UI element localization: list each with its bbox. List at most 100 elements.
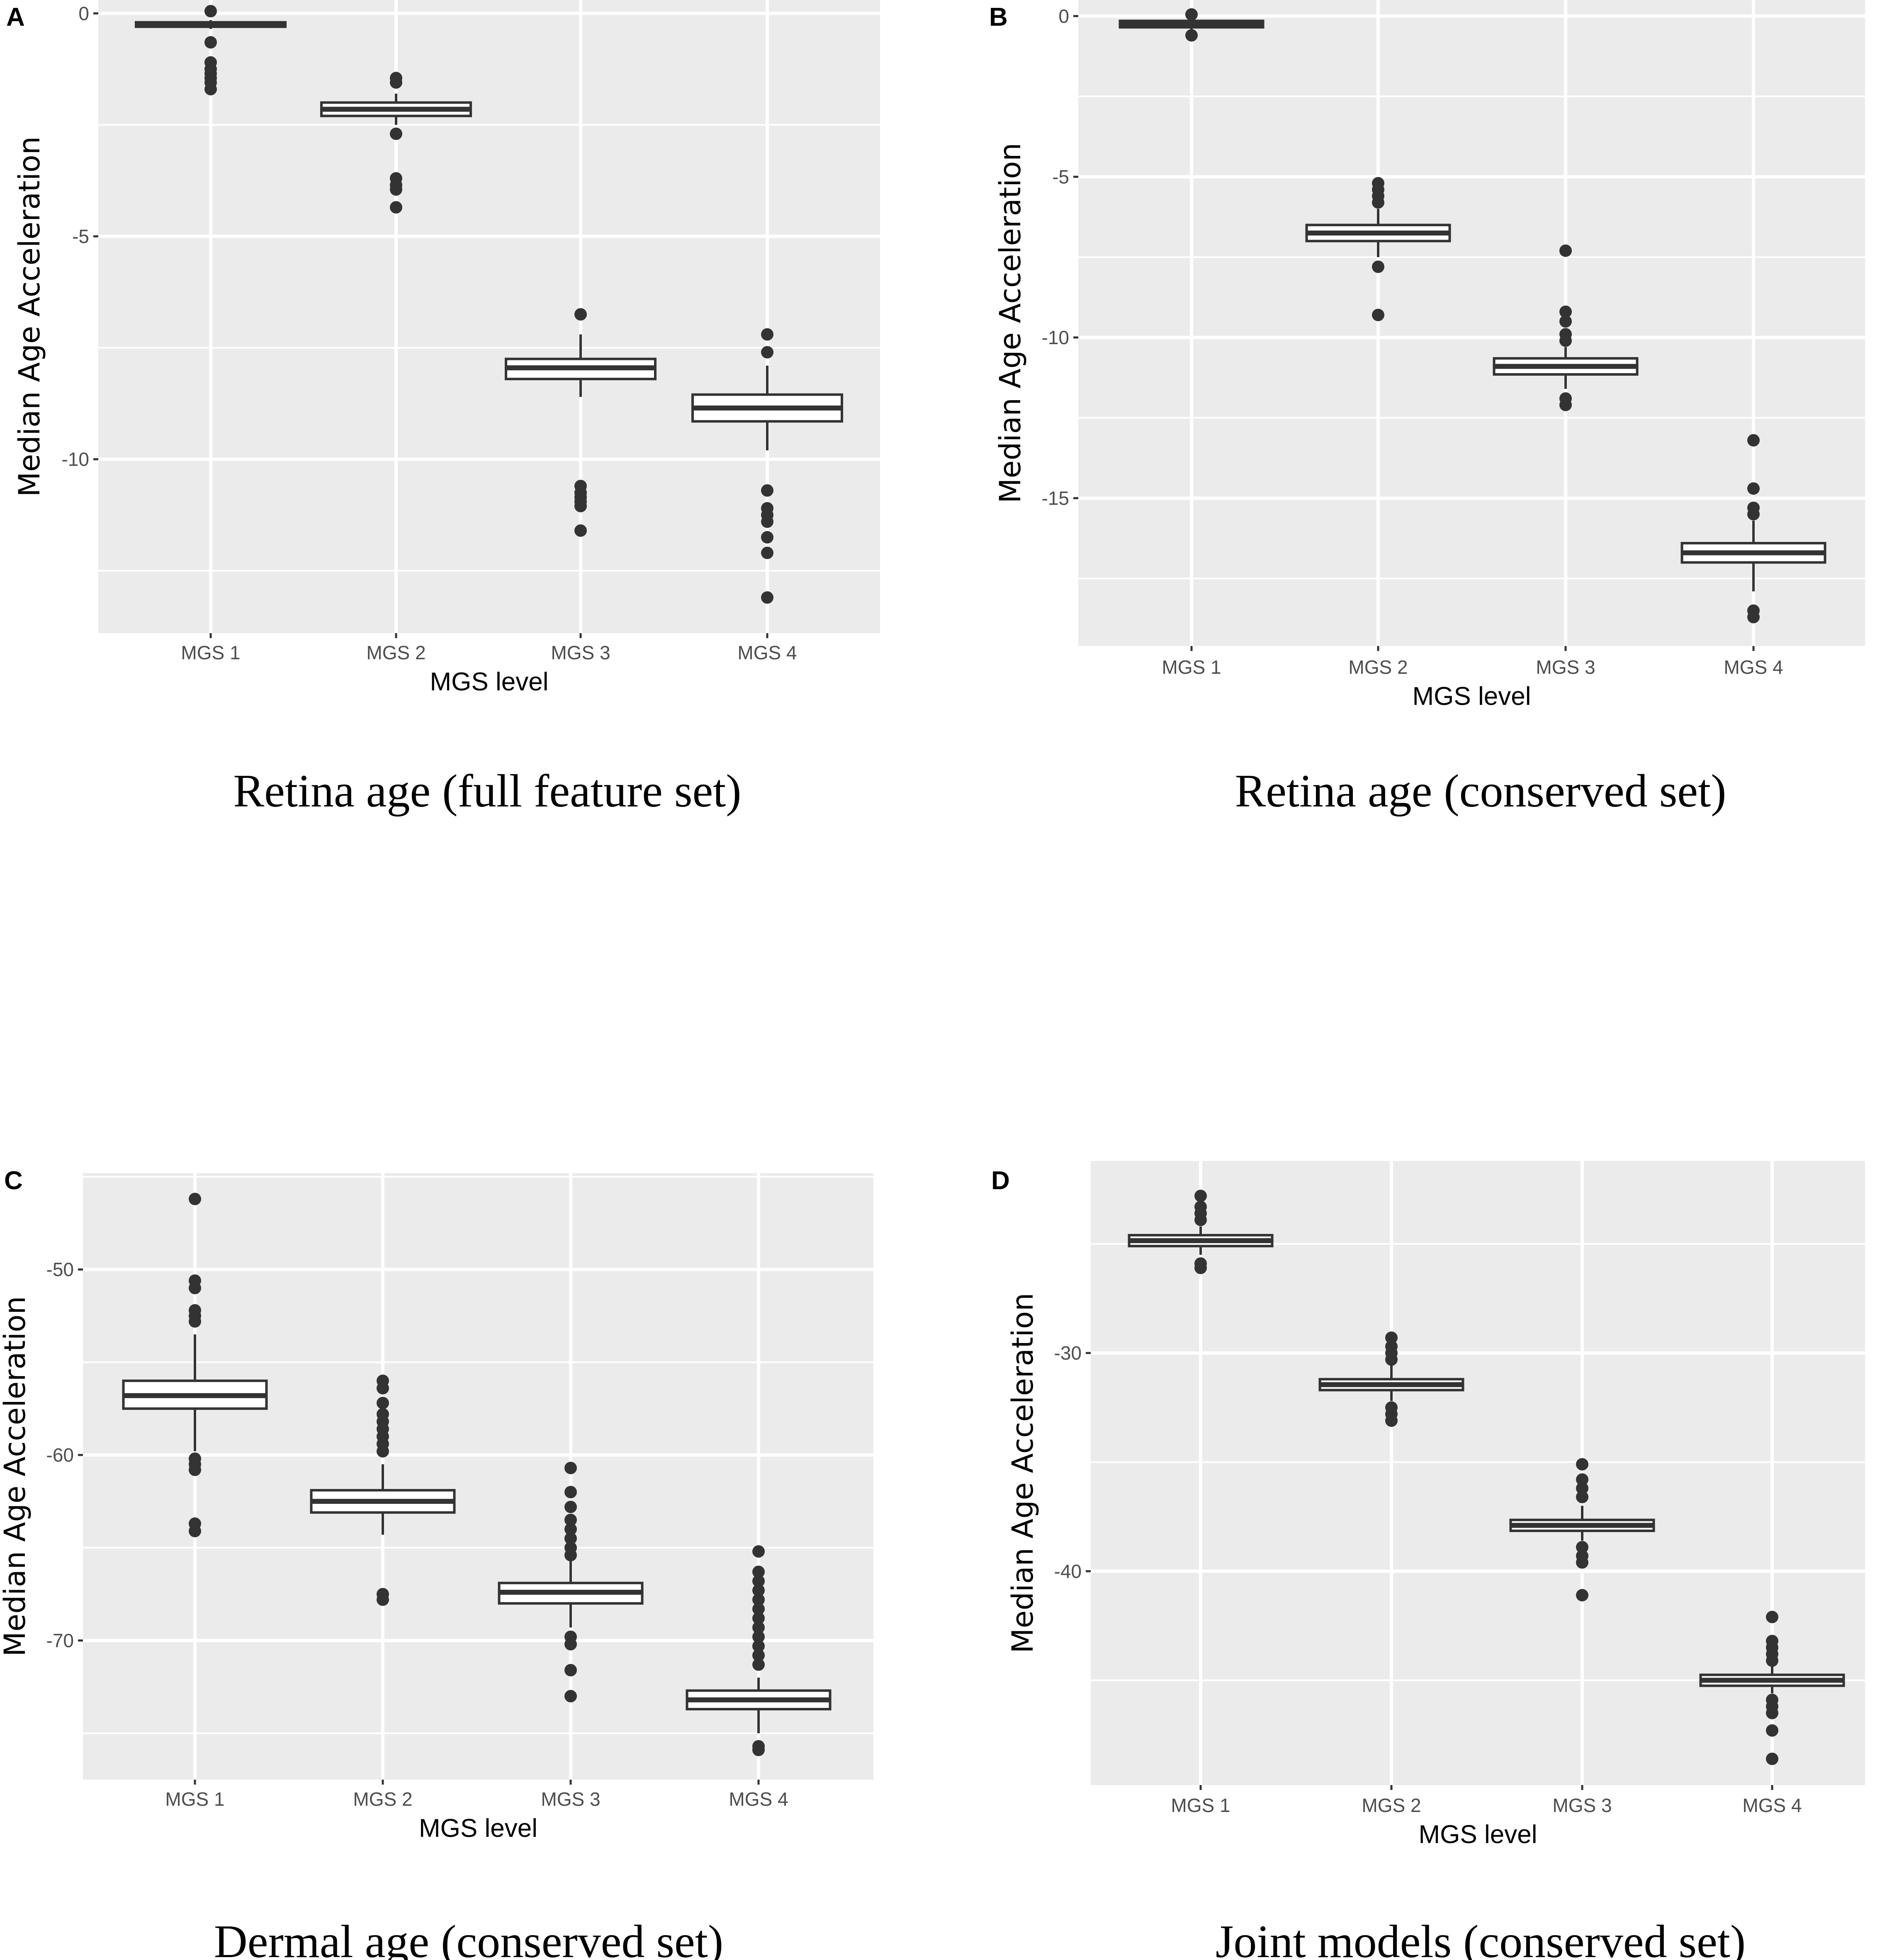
panel-d-mgs-1-outlier-6	[1194, 1261, 1207, 1274]
panel-d-mgs-2-outlier-4	[1385, 1353, 1398, 1366]
panel-a-ytick-label--5: -5	[72, 226, 89, 247]
panel-c-mgs-3-outlier-2	[564, 1486, 577, 1499]
panel-b-caption: Retina age (conserved set)	[1235, 765, 1727, 817]
panel-a-mgs-2-outlier-7	[390, 201, 402, 214]
panel-d-caption: Joint models (conserved set)	[1216, 1916, 1746, 1960]
panel-c-mgs-4-outlier-5	[752, 1593, 765, 1606]
panel-a-x-axis-title: MGS level	[430, 668, 549, 696]
panel-d-mgs-4-outlier-8	[1766, 1707, 1778, 1720]
panel-a-mgs-2-outlier-2	[390, 76, 402, 89]
panel-c-x-axis-title: MGS level	[419, 1814, 537, 1843]
panel-c-mgs-3-outlier-6	[564, 1532, 577, 1545]
panel-c-mgs-4-outlier-3	[752, 1575, 765, 1588]
panel-b-mgs-3-outlier-2	[1559, 305, 1572, 318]
panel-b-xtick-label-4: MGS 4	[1724, 656, 1783, 678]
panel-c-mgs-3-outlier-4	[564, 1513, 577, 1526]
panel-c-mgs-4-outlier-12	[752, 1658, 765, 1671]
panel-d-mgs-4-outlier-10	[1766, 1752, 1778, 1765]
panel-c-xtick-label-2: MGS 2	[353, 1788, 412, 1810]
panel-b-ytick-label--5: -5	[1052, 166, 1069, 187]
panel-b-mgs-2-outlier-6	[1372, 308, 1384, 321]
panel-b-xtick-label-3: MGS 3	[1536, 656, 1595, 678]
panel-d-xtick-label-2: MGS 2	[1362, 1795, 1421, 1816]
panel-c-mgs-3-outlier-5	[564, 1523, 577, 1536]
panel-a-mgs-4-outlier-2	[761, 346, 773, 359]
panel-d-mgs-3-outlier-7	[1576, 1556, 1588, 1569]
panel-c-mgs-4-outlier-6	[752, 1603, 765, 1615]
panel-d-mgs-3-outlier-4	[1576, 1491, 1588, 1503]
panel-b-mgs-4-outlier-1	[1747, 434, 1760, 447]
panel-b-xtick-label-2: MGS 2	[1348, 656, 1408, 678]
panel-c-caption: Dermal age (conserved set)	[214, 1916, 723, 1960]
panel-c-ytick-label--50: -50	[46, 1259, 74, 1280]
panel-c-mgs-3-outlier-3	[564, 1501, 577, 1513]
panel-c-mgs-1-outlier-11	[189, 1525, 201, 1537]
panel-d-xtick-label-4: MGS 4	[1742, 1795, 1802, 1816]
panel-c-letter: C	[4, 1166, 23, 1195]
panel-d-x-axis-title: MGS level	[1419, 1820, 1537, 1849]
panel-c-mgs-2-outlier-2	[377, 1382, 389, 1394]
panel-a-mgs-2-outlier-6	[390, 183, 402, 196]
panel-c-mgs-3-outlier-12	[564, 1690, 577, 1703]
panel-a-mgs-2-outlier-3	[390, 127, 402, 140]
panel-c-y-axis-title: Median Age Acceleration	[0, 1296, 32, 1656]
panel-d-ytick-label--30: -30	[1054, 1342, 1082, 1364]
panel-b-mgs-4-outlier-2	[1747, 482, 1760, 495]
panel-a-letter: A	[6, 3, 25, 32]
panel-d-xtick-label-1: MGS 1	[1171, 1795, 1230, 1816]
panel-c-xtick-label-3: MGS 3	[541, 1788, 600, 1810]
panel-c-mgs-3-outlier-10	[564, 1638, 577, 1651]
panel-a-mgs-4-outlier-7	[761, 531, 773, 544]
panel-b-ytick-label--15: -15	[1042, 487, 1069, 509]
panel-a-xtick-label-2: MGS 2	[366, 642, 426, 663]
panel-a-mgs-4-outlier-6	[761, 515, 773, 528]
panel-c-xtick-label-1: MGS 1	[165, 1788, 224, 1810]
panel-b-mgs-4-outlier-4	[1747, 508, 1760, 521]
panel-c-mgs-1-outlier-6	[189, 1315, 201, 1328]
panel-a-ytick-label--10: -10	[62, 449, 89, 470]
panel-c-plot-background	[83, 1173, 873, 1780]
panel-a-mgs-1-outlier-1	[204, 5, 217, 17]
panel-c-mgs-4-outlier-4	[752, 1584, 765, 1597]
panel-c-ytick-label--70: -70	[46, 1630, 74, 1651]
panel-c-mgs-2-outlier-9	[377, 1445, 389, 1458]
panel-a-mgs-4-outlier-9	[761, 591, 773, 604]
panel-b-mgs-3-outlier-1	[1559, 244, 1572, 257]
panel-b-ytick-label-0: 0	[1058, 5, 1069, 27]
panel-c-mgs-3-outlier-11	[564, 1664, 577, 1677]
panel-b-mgs-1-outlier-2	[1185, 29, 1198, 42]
panel-b-mgs-2-outlier-4	[1372, 196, 1384, 209]
panel-b-y-axis-title: Median Age Acceleration	[993, 143, 1027, 503]
panel-b-letter: B	[989, 3, 1008, 32]
panel-d-mgs-4-outlier-5	[1766, 1654, 1778, 1667]
panel-a-plot-background	[98, 0, 880, 633]
panel-a-mgs-4-outlier-1	[761, 328, 773, 341]
panel-c-mgs-4-outlier-11	[752, 1649, 765, 1662]
panel-a-xtick-label-4: MGS 4	[737, 642, 797, 663]
panel-c-xtick-label-4: MGS 4	[729, 1788, 788, 1810]
panel-b-mgs-3-outlier-3	[1559, 315, 1572, 328]
panel-a-mgs-3-outlier-7	[574, 524, 587, 537]
panel-d-mgs-4-outlier-9	[1766, 1724, 1778, 1737]
panel-a-mgs-3-outlier-1	[574, 308, 587, 321]
panel-b-plot-background	[1078, 0, 1865, 646]
panel-c-mgs-4-outlier-1	[752, 1545, 765, 1558]
panel-d-mgs-3-outlier-3	[1576, 1482, 1588, 1495]
panel-c-mgs-3-outlier-1	[564, 1462, 577, 1474]
panel-d-ytick-label--40: -40	[1054, 1560, 1082, 1582]
panel-d-mgs-1-outlier-4	[1194, 1214, 1207, 1227]
panel-b-mgs-4-outlier-6	[1747, 611, 1760, 624]
panel-b-mgs-3-outlier-7	[1559, 398, 1572, 411]
panel-d-mgs-3-outlier-2	[1576, 1473, 1588, 1486]
panel-c-mgs-1-outlier-9	[189, 1463, 201, 1476]
panel-c-mgs-4-outlier-14	[752, 1744, 765, 1756]
panel-a-caption: Retina age (full feature set)	[233, 765, 741, 817]
panel-c-ytick-label--60: -60	[46, 1444, 74, 1466]
panel-a-ytick-label-0: 0	[78, 2, 89, 24]
panel-d-mgs-1-outlier-1	[1194, 1190, 1207, 1202]
panel-d-mgs-4-outlier-1	[1766, 1610, 1778, 1623]
panel-d-mgs-3-outlier-1	[1576, 1458, 1588, 1471]
panel-b-xtick-label-1: MGS 1	[1162, 656, 1221, 678]
panel-d-y-axis-title: Median Age Acceleration	[1006, 1293, 1040, 1653]
